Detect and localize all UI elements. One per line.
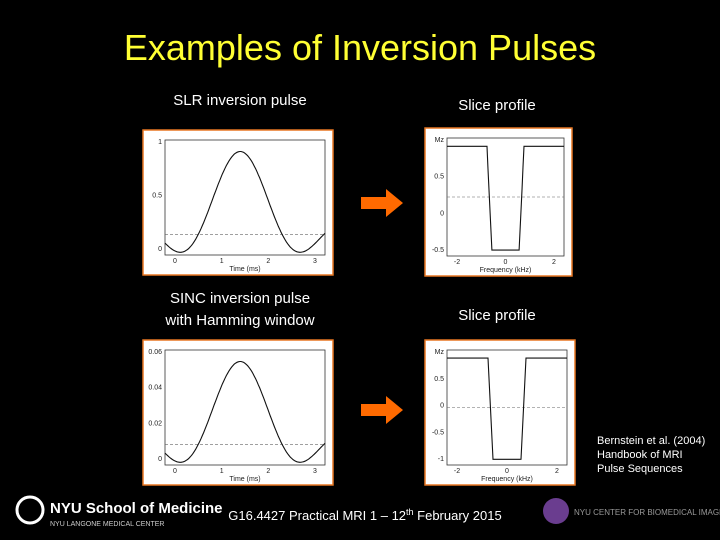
plot-curve xyxy=(447,357,567,460)
footer-course: G16.4427 Practical MRI 1 – 12 xyxy=(228,508,406,523)
plot-frame xyxy=(164,139,326,256)
logo-right-text: NYU CENTER FOR BIOMEDICAL IMAGING xyxy=(574,508,720,517)
panel-label: SLR inversion pulse xyxy=(173,92,306,109)
panel: SLR inversion pulse 1 0.5 0 0 1 2 3 Time (ms) xyxy=(142,92,334,276)
plot-y-label: 0 xyxy=(440,210,444,217)
logo-text: NYU School of Medicine xyxy=(50,500,223,517)
citation-line: Handbook of MRI xyxy=(597,449,683,461)
footer-text: G16.4427 Practical MRI 1 – 12th February… xyxy=(228,507,501,523)
plot-x-label: 3 xyxy=(313,258,317,265)
panel-label: Slice profile xyxy=(458,97,536,114)
plot-y-label: 1 xyxy=(158,139,162,146)
plot-y-label: 0 xyxy=(158,456,162,463)
plot-y-label: 0.04 xyxy=(148,385,162,392)
citation: Bernstein et al. (2004) Handbook of MRI Pu… xyxy=(597,435,705,475)
plot-x-label: -2 xyxy=(454,468,460,475)
logo-right: NYU CENTER FOR BIOMEDICAL IMAGING xyxy=(543,498,720,524)
plot-x-label: 0 xyxy=(173,258,177,265)
plot-y-label: Mz xyxy=(435,137,445,144)
plot-curve xyxy=(447,145,564,251)
plot-x-label: -2 xyxy=(454,259,460,266)
plot-x-label: 3 xyxy=(313,468,317,475)
plot-y-label: 0.02 xyxy=(148,420,162,427)
plot-frame xyxy=(164,349,326,466)
plot-x-label: 2 xyxy=(266,468,270,475)
plot-image xyxy=(424,339,576,486)
plot-x-label: 2 xyxy=(555,468,559,475)
plot-x-label: 0 xyxy=(504,259,508,266)
plot-y-label: -1 xyxy=(438,456,444,463)
arrow xyxy=(361,396,403,424)
plot-y-label: 0.5 xyxy=(434,174,444,181)
plot-x-label: 0 xyxy=(173,468,177,475)
panel-label: Slice profile xyxy=(458,307,536,324)
footer-sup: th xyxy=(406,507,414,517)
title: Examples of Inversion Pulses xyxy=(124,27,596,68)
plot-image xyxy=(424,127,573,277)
plot-x-title: Time (ms) xyxy=(229,266,260,273)
footer-date: February 2015 xyxy=(414,508,502,523)
plot-y-label: 0.5 xyxy=(434,376,444,383)
panel-label: with Hamming window xyxy=(164,312,314,329)
logo-subtext: NYU LANGONE MEDICAL CENTER xyxy=(50,521,164,528)
panel: SINC inversion pulse with Hamming window 0… xyxy=(142,290,334,486)
panel: Slice profile Mz 0.5 0 -0.5 -1 -2 0 2 Frequency (… xyxy=(424,307,576,486)
arrow xyxy=(361,189,403,217)
plot-x-title: Frequency (kHz) xyxy=(481,476,533,483)
plot-x-label: 1 xyxy=(220,258,224,265)
plot-x-label: 2 xyxy=(266,258,270,265)
plot-y-label: -0.5 xyxy=(432,247,444,254)
plot-y-label: 0.06 xyxy=(148,349,162,356)
citation-line: Pulse Sequences xyxy=(597,463,683,475)
plot-x-label: 1 xyxy=(220,468,224,475)
plot-y-label: Mz xyxy=(435,349,445,356)
plot-y-label: 0.5 xyxy=(152,193,162,200)
panel-label: SINC inversion pulse xyxy=(170,290,310,307)
plot-x-label: 0 xyxy=(505,468,509,475)
panel: Slice profile Mz 0.5 0 -0.5 -2 0 2 Frequency (kH… xyxy=(424,97,573,277)
plot-curve xyxy=(164,150,326,253)
plot-y-label: -0.5 xyxy=(432,429,444,436)
plot-x-title: Frequency (kHz) xyxy=(480,267,532,274)
plot-y-label: 0 xyxy=(158,246,162,253)
plot-x-title: Time (ms) xyxy=(229,476,260,483)
plot-y-label: 0 xyxy=(440,403,444,410)
citation-line: Bernstein et al. (2004) xyxy=(597,435,705,447)
plot-x-label: 2 xyxy=(552,259,556,266)
logo-left: NYU School of Medicine NYU LANGONE MEDIC… xyxy=(15,495,223,528)
plot-curve xyxy=(164,360,326,463)
